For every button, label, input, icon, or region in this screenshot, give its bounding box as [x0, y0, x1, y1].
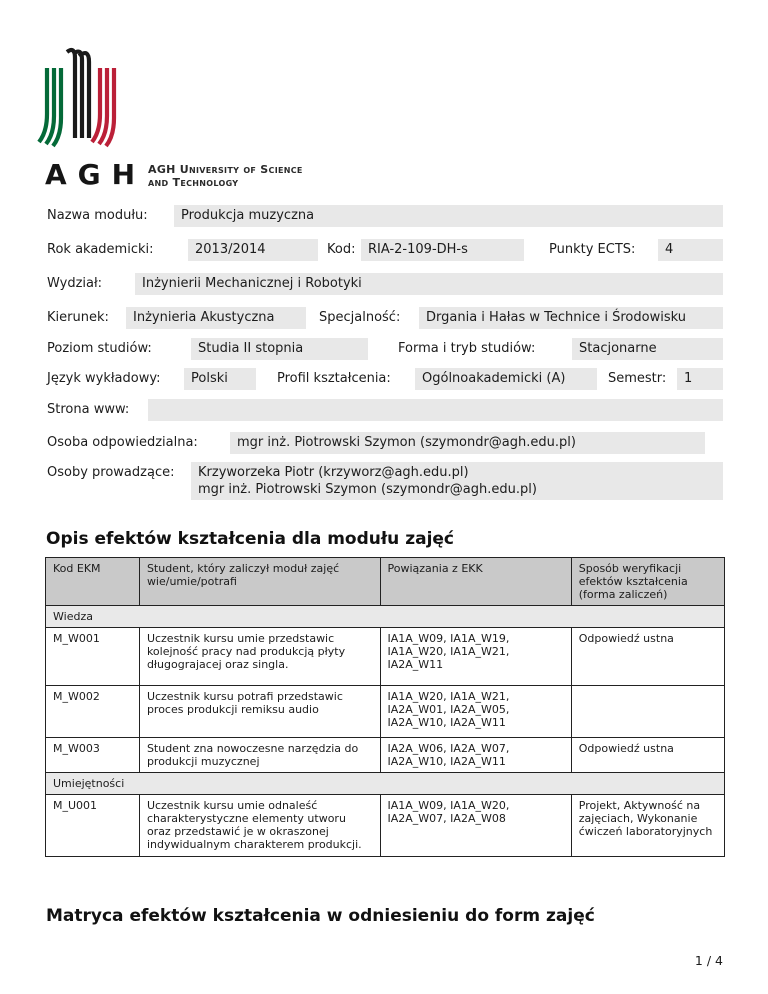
- cell-ekk: IA2A_W06, IA2A_W07, IA2A_W10, IA2A_W11: [379, 737, 572, 773]
- agh-subtitle-line1: AGH University of Science: [148, 163, 303, 176]
- value-forma-tryb: Stacjonarne: [572, 338, 723, 360]
- cell-description: Student zna nowoczesne narzędzia do prod…: [138, 737, 381, 773]
- label-punkty-ects: Punkty ECTS:: [549, 242, 636, 257]
- cell-verification: Projekt, Aktywność na zajęciach, Wykonan…: [570, 794, 726, 857]
- table-row: M_W001 Uczestnik kursu umie przedstawic …: [45, 627, 726, 686]
- value-jezyk-wykladowy: Polski: [184, 368, 256, 390]
- label-forma-tryb: Forma i tryb studiów:: [398, 341, 536, 356]
- label-rok-akademicki: Rok akademicki:: [47, 242, 154, 257]
- section-title-opis-efektow: Opis efektów kształcenia dla modułu zaję…: [46, 529, 455, 549]
- cell-code: M_W001: [45, 627, 140, 686]
- table-row: M_W002 Uczestnik kursu potrafi przedstaw…: [45, 685, 726, 738]
- label-kod: Kod:: [327, 242, 356, 257]
- value-rok-akademicki: 2013/2014: [188, 239, 318, 261]
- cell-description: Uczestnik kursu umie odnaleść charaktery…: [138, 794, 381, 857]
- label-kierunek: Kierunek:: [47, 310, 109, 325]
- cell-description: Uczestnik kursu umie przedstawic kolejno…: [138, 627, 381, 686]
- page-number: 1 / 4: [694, 953, 723, 968]
- table-row: M_W003 Student zna nowoczesne narzędzia …: [45, 737, 726, 773]
- cell-ekk: IA1A_W09, IA1A_W19, IA1A_W20, IA1A_W21, …: [379, 627, 572, 686]
- agh-logo: [37, 47, 117, 148]
- cell-code: M_U001: [45, 794, 140, 857]
- cell-ekk: IA1A_W20, IA1A_W21, IA2A_W01, IA2A_W05, …: [379, 685, 572, 738]
- value-kod: RIA-2-109-DH-s: [361, 239, 524, 261]
- value-profil-ksztalcenia: Ogólnoakademicki (A): [415, 368, 597, 390]
- value-osoba-odpowiedzialna: mgr inż. Piotrowski Szymon (szymondr@agh…: [230, 432, 705, 454]
- section-row-wiedza: Wiedza: [45, 605, 725, 628]
- header-powiazania-ekk: Powiązania z EKK: [379, 557, 572, 606]
- cell-description: Uczestnik kursu potrafi przedstawic proc…: [138, 685, 381, 738]
- cell-verification: Odpowiedź ustna: [570, 627, 726, 686]
- value-specjalnosc: Drgania i Hałas w Technice i Środowisku: [419, 307, 723, 329]
- section-row-umiejetnosci: Umiejętności: [45, 772, 725, 795]
- agh-subtitle-line2: and Technology: [148, 176, 239, 189]
- value-semestr: 1: [677, 368, 723, 390]
- agh-logo-text: AGH: [45, 158, 147, 191]
- section-label-wiedza: Wiedza: [45, 605, 725, 628]
- label-jezyk-wykladowy: Język wykładowy:: [47, 371, 161, 386]
- value-kierunek: Inżynieria Akustyczna: [126, 307, 306, 329]
- header-student-desc: Student, który zaliczył moduł zajęć wie/…: [138, 557, 381, 606]
- label-wydzial: Wydział:: [47, 276, 103, 291]
- label-strona-www: Strona www:: [47, 402, 130, 417]
- section-title-matryca: Matryca efektów kształcenia w odniesieni…: [46, 906, 595, 926]
- agh-logo-subtitle: AGH University of Science and Technology: [148, 163, 303, 189]
- table-row: M_U001 Uczestnik kursu umie odnaleść cha…: [45, 794, 726, 857]
- value-poziom-studiow: Studia II stopnia: [191, 338, 368, 360]
- cell-code: M_W003: [45, 737, 140, 773]
- header-kod-ekm: Kod EKM: [45, 557, 140, 606]
- label-specjalnosc: Specjalność:: [319, 310, 401, 325]
- label-osoba-odpowiedzialna: Osoba odpowiedzialna:: [47, 435, 198, 450]
- label-nazwa-modulu: Nazwa modułu:: [47, 208, 148, 223]
- value-strona-www: [148, 399, 723, 421]
- value-osoby-prowadzace: Krzyworzeka Piotr (krzyworz@agh.edu.pl) …: [191, 462, 723, 500]
- header-sposob-weryfikacji: Sposób weryfikacji efektów kształcenia (…: [570, 557, 726, 606]
- value-wydzial: Inżynierii Mechanicznej i Robotyki: [135, 273, 723, 295]
- label-profil-ksztalcenia: Profil kształcenia:: [277, 371, 391, 386]
- cell-verification: Odpowiedź ustna: [570, 737, 726, 773]
- table-header-row: Kod EKM Student, który zaliczył moduł za…: [45, 557, 726, 606]
- label-poziom-studiow: Poziom studiów:: [47, 341, 152, 356]
- effects-table: Kod EKM Student, który zaliczył moduł za…: [45, 557, 726, 857]
- section-label-umiejetnosci: Umiejętności: [45, 772, 725, 795]
- label-osoby-prowadzace: Osoby prowadzące:: [47, 465, 175, 480]
- cell-code: M_W002: [45, 685, 140, 738]
- value-nazwa-modulu: Produkcja muzyczna: [174, 205, 723, 227]
- cell-ekk: IA1A_W09, IA1A_W20, IA2A_W07, IA2A_W08: [379, 794, 572, 857]
- cell-verification: [570, 685, 726, 738]
- value-punkty-ects: 4: [658, 239, 723, 261]
- label-semestr: Semestr:: [608, 371, 667, 386]
